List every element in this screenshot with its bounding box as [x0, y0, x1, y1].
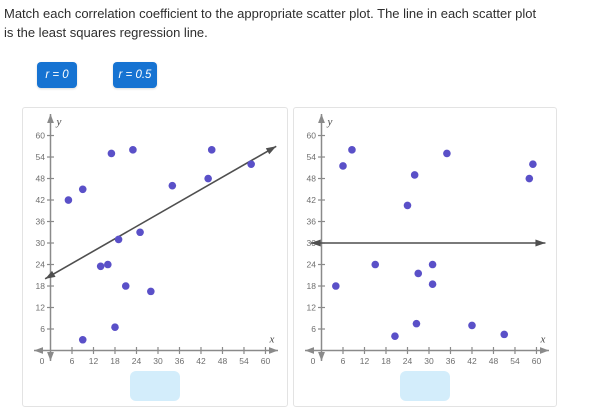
svg-text:24: 24: [36, 260, 46, 270]
svg-text:48: 48: [489, 356, 499, 366]
chip-r-0-5[interactable]: r = 0.5: [113, 62, 157, 88]
svg-text:24: 24: [307, 260, 317, 270]
drop-zone-right[interactable]: [400, 371, 450, 401]
svg-text:0: 0: [311, 356, 316, 366]
svg-text:18: 18: [36, 281, 46, 291]
svg-text:18: 18: [307, 281, 317, 291]
svg-text:12: 12: [307, 303, 317, 313]
svg-text:y: y: [327, 116, 333, 128]
svg-text:24: 24: [132, 356, 142, 366]
chip-r-0-label: r = 0: [45, 69, 69, 81]
svg-text:6: 6: [341, 356, 346, 366]
svg-text:x: x: [540, 334, 546, 346]
chip-r-0[interactable]: r = 0: [37, 62, 77, 88]
svg-text:y: y: [56, 116, 62, 128]
svg-text:x: x: [269, 334, 275, 346]
svg-text:12: 12: [360, 356, 370, 366]
svg-text:48: 48: [307, 174, 317, 184]
svg-text:60: 60: [307, 131, 317, 141]
instructions-line-2: is the least squares regression line.: [4, 25, 208, 40]
svg-text:6: 6: [40, 324, 45, 334]
scatter-plot-panel-right: 612182430364248546061218243036424854600y…: [293, 107, 557, 407]
instructions: Match each correlation coefficient to th…: [4, 4, 598, 42]
svg-text:36: 36: [307, 217, 317, 227]
drop-zone-left[interactable]: [130, 371, 180, 401]
svg-text:60: 60: [261, 356, 271, 366]
svg-text:18: 18: [110, 356, 120, 366]
chip-r-0-5-label: r = 0.5: [118, 69, 152, 81]
svg-text:54: 54: [510, 356, 520, 366]
svg-text:42: 42: [307, 195, 317, 205]
svg-text:60: 60: [36, 131, 46, 141]
svg-text:6: 6: [311, 324, 316, 334]
svg-text:18: 18: [381, 356, 391, 366]
svg-text:42: 42: [467, 356, 477, 366]
svg-text:36: 36: [175, 356, 185, 366]
instructions-line-1: Match each correlation coefficient to th…: [4, 6, 537, 21]
svg-text:36: 36: [446, 356, 456, 366]
svg-text:48: 48: [36, 174, 46, 184]
svg-text:12: 12: [89, 356, 99, 366]
svg-text:36: 36: [36, 217, 46, 227]
svg-text:42: 42: [36, 195, 46, 205]
svg-text:12: 12: [36, 303, 46, 313]
svg-text:30: 30: [153, 356, 163, 366]
svg-text:48: 48: [218, 356, 228, 366]
svg-text:42: 42: [196, 356, 206, 366]
svg-text:60: 60: [532, 356, 542, 366]
svg-text:6: 6: [70, 356, 75, 366]
svg-text:24: 24: [403, 356, 413, 366]
scatter-plot-right: 612182430364248546061218243036424854600y…: [294, 108, 558, 368]
svg-text:54: 54: [36, 152, 46, 162]
scatter-plot-panel-left: 6 12 18 24 30 36 42 48 54 60 6 12 18 24 30 36 42 48 54 60 0 y…: [22, 107, 288, 407]
svg-text:54: 54: [239, 356, 249, 366]
svg-text:54: 54: [307, 152, 317, 162]
svg-text:30: 30: [36, 238, 46, 248]
scatter-plot-left: 6 12 18 24 30 36 42 48 54 60 6 12 18 24 30 36 42 48 54 60 0 y…: [23, 108, 287, 368]
svg-text:30: 30: [424, 356, 434, 366]
svg-text:0: 0: [40, 356, 45, 366]
